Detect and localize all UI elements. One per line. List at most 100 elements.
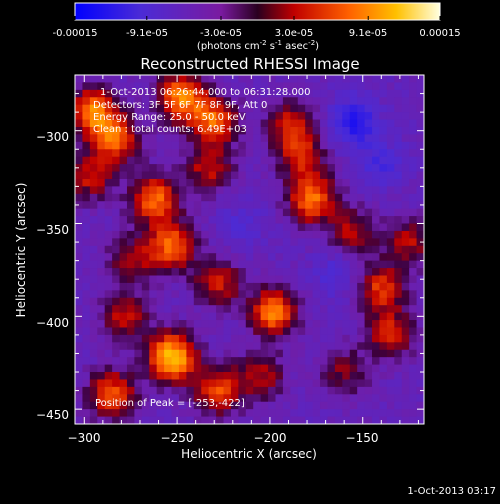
heatmap-cell (320, 75, 328, 83)
heatmap-cell (409, 82, 417, 91)
heatmap-cell (401, 141, 410, 150)
heatmap-cell (119, 401, 128, 410)
heatmap-cell (409, 156, 417, 165)
heatmap-cell (126, 364, 135, 373)
heatmap-cell (312, 305, 321, 314)
heatmap-cell (149, 223, 158, 232)
heatmap-cell (394, 275, 403, 284)
heatmap-cell (164, 178, 172, 187)
heatmap-cell (409, 327, 417, 336)
heatmap-cell (89, 401, 98, 410)
heatmap-cell (349, 89, 358, 98)
heatmap-cell (171, 141, 180, 150)
heatmap (75, 75, 424, 424)
heatmap-cell (230, 112, 239, 120)
heatmap-cell (416, 297, 424, 306)
heatmap-cell (372, 141, 380, 150)
heatmap-cell (297, 416, 306, 424)
heatmap-cell (401, 416, 410, 424)
heatmap-cell (208, 394, 217, 403)
heatmap-cell (75, 112, 83, 120)
heatmap-cell (193, 112, 202, 120)
heatmap-cell (238, 282, 247, 291)
heatmap-cell (379, 216, 388, 224)
heatmap-cell (171, 193, 180, 202)
heatmap-cell (297, 89, 306, 98)
heatmap-cell (320, 312, 328, 321)
heatmap-cell (104, 290, 113, 299)
heatmap-cell (238, 401, 247, 410)
heatmap-cell (230, 357, 239, 365)
heatmap-cell (379, 186, 388, 195)
heatmap-cell (349, 126, 358, 135)
heatmap-cell (164, 372, 172, 380)
heatmap-cell (126, 149, 135, 158)
heatmap-cell (82, 260, 91, 269)
heatmap-cell (186, 134, 195, 143)
heatmap-cell (201, 238, 210, 247)
heatmap-cell (230, 89, 239, 98)
heatmap-cell (364, 349, 373, 358)
heatmap-cell (268, 112, 276, 120)
heatmap-cell (282, 290, 291, 299)
heatmap-cell (141, 97, 150, 106)
heatmap-cell (126, 171, 135, 180)
heatmap-cell (327, 349, 336, 358)
heatmap-cell (327, 156, 336, 165)
heatmap-cell (201, 297, 210, 306)
heatmap-cell (193, 282, 202, 291)
heatmap-cell (97, 394, 106, 403)
heatmap-cell (186, 208, 195, 217)
heatmap-cell (357, 327, 365, 336)
heatmap-cell (320, 297, 328, 306)
heatmap-cell (97, 104, 106, 113)
heatmap-cell (312, 193, 321, 202)
heatmap-cell (282, 126, 291, 135)
heatmap-cell (119, 260, 128, 269)
heatmap-cell (349, 357, 358, 365)
heatmap-cell (186, 245, 195, 254)
heatmap-cell (342, 349, 351, 358)
heatmap-cell (149, 171, 158, 180)
heatmap-cell (238, 357, 247, 365)
heatmap-cell (216, 208, 224, 217)
heatmap-cell (164, 82, 172, 91)
heatmap-cell (208, 238, 217, 247)
heatmap-cell (75, 104, 83, 113)
heatmap-cell (230, 290, 239, 299)
heatmap-cell (193, 223, 202, 232)
heatmap-cell (156, 275, 165, 284)
heatmap-cell (156, 230, 165, 239)
heatmap-cell (305, 320, 314, 328)
heatmap-cell (357, 282, 365, 291)
heatmap-cell (97, 193, 106, 202)
heatmap-cell (409, 342, 417, 351)
heatmap-cell (97, 253, 106, 262)
heatmap-cell (364, 297, 373, 306)
heatmap-cell (357, 305, 365, 314)
heatmap-cell (230, 334, 239, 343)
heatmap-cell (297, 164, 306, 172)
heatmap-cell (223, 156, 232, 165)
heatmap-cell (238, 75, 247, 83)
heatmap-cell (379, 193, 388, 202)
heatmap-cell (334, 312, 343, 321)
heatmap-cell (164, 364, 172, 373)
heatmap-cell (364, 82, 373, 91)
heatmap-cell (379, 238, 388, 247)
heatmap-cell (260, 178, 269, 187)
heatmap-cell (312, 409, 321, 417)
heatmap-cell (82, 134, 91, 143)
annotation-counts: Clean : total counts: 6.49E+03 (93, 124, 247, 135)
heatmap-cell (119, 282, 128, 291)
heatmap-cell (97, 82, 106, 91)
heatmap-cell (75, 245, 83, 254)
heatmap-cell (208, 282, 217, 291)
heatmap-cell (126, 230, 135, 239)
heatmap-cell (82, 141, 91, 150)
heatmap-cell (275, 134, 284, 143)
heatmap-cell (253, 409, 262, 417)
heatmap-cell (349, 253, 358, 262)
heatmap-cell (349, 112, 358, 120)
heatmap-cell (141, 201, 150, 210)
